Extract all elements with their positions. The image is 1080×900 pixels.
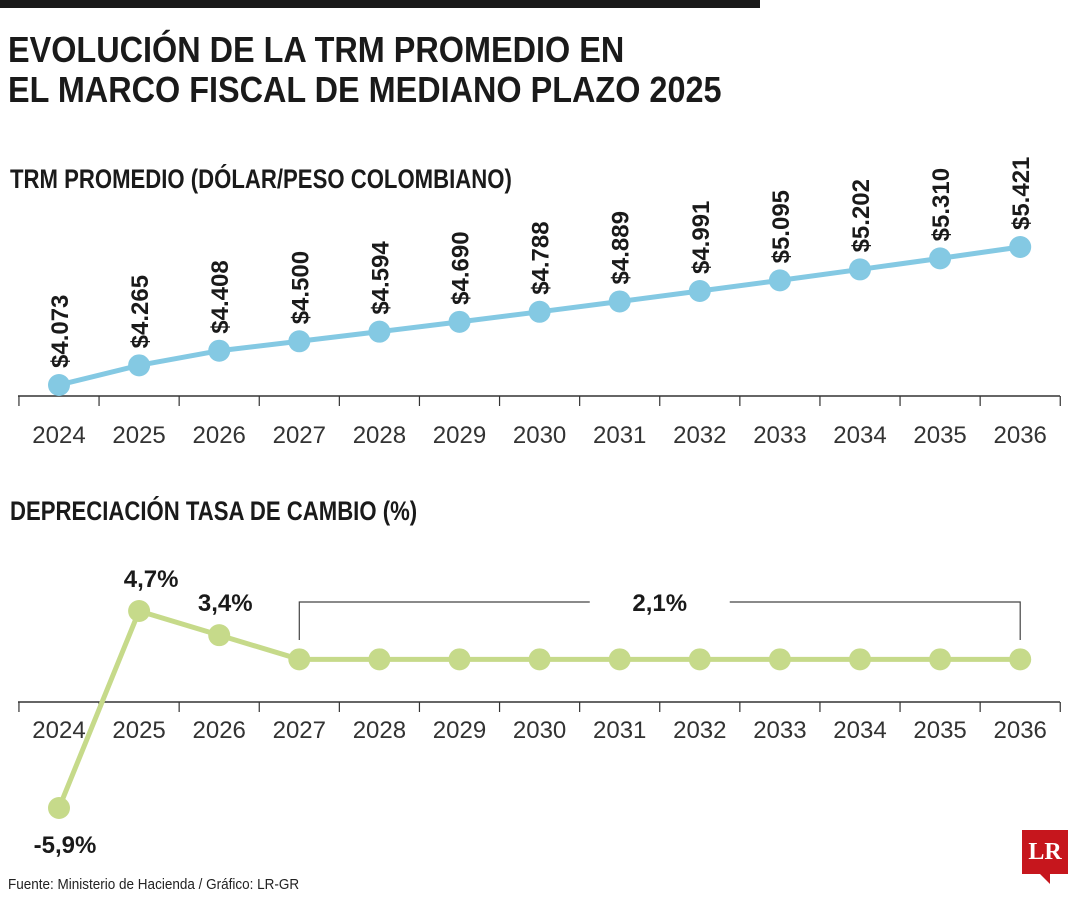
lr-logo: LR [1022,830,1068,884]
trm-data-label: $4.889 [608,211,635,284]
trm-data-point [1009,236,1032,258]
trm-x-tick-label: 2029 [433,422,486,449]
trm-data-point [208,339,231,362]
dep-data-point [448,648,471,671]
trm-data-point [768,269,791,292]
dep-x-tick-label: 2025 [112,717,165,744]
dep-x-tick-label: 2033 [753,717,806,744]
trm-chart: 2024 2025 2026 2027 2028 2029 2030 2031 2032 2033… [18,157,1061,449]
trm-x-tick-label: 2025 [112,422,165,449]
trm-data-point [528,300,551,323]
dep-x-tick-label: 2026 [193,717,246,744]
trm-chart-title: TRM PROMEDIO (DÓLAR/PESO COLOMBIANO) [10,164,512,194]
trm-data-point [48,374,70,396]
top-rule [0,0,760,8]
dep-data-point [128,600,151,622]
dep-x-tick-label: 2034 [833,717,886,744]
trm-data-label: $5.095 [768,190,795,263]
trm-data-point [688,280,711,303]
dep-bracket-label: 2,1% [632,590,687,617]
source-note: Fuente: Ministerio de Hacienda / Gráfico… [8,876,300,893]
trm-data-label: $5.310 [928,168,955,241]
trm-x-tick-label: 2026 [193,422,246,449]
dep-data-label: 3,4% [198,590,253,617]
trm-data-label: $5.202 [848,179,875,252]
dep-data-point [929,648,952,671]
dep-data-point [528,648,551,671]
trm-data-label: $4.073 [47,295,74,368]
dep-x-tick-label: 2031 [593,717,646,744]
trm-x-tick-label: 2024 [32,422,85,449]
dep-data-point [688,648,711,671]
dep-data-point [288,648,311,671]
dep-data-point [849,648,871,671]
trm-data-point [128,354,151,377]
page-title: EVOLUCIÓN DE LA TRM PROMEDIO EN EL MARCO… [8,30,722,110]
trm-data-label: $4.788 [528,221,555,294]
trm-data-point [448,310,471,333]
dep-data-point [768,648,791,671]
trm-x-tick-label: 2031 [593,422,646,449]
dep-x-tick-label: 2030 [513,717,566,744]
dep-x-tick-label: 2029 [433,717,486,744]
trm-data-point [929,247,952,270]
trm-data-label: $5.421 [1008,157,1035,230]
trm-x-tick-label: 2027 [273,422,326,449]
dep-data-point [1009,648,1032,671]
dep-data-point [208,624,231,647]
dep-x-tick-label: 2027 [273,717,326,744]
trm-x-tick-label: 2030 [513,422,566,449]
dep-data-point [368,648,391,671]
dep-data-label: -5,9% [34,832,97,859]
trm-x-tick-label: 2035 [913,422,966,449]
dep-data-point [48,797,70,819]
trm-data-label: $4.408 [207,260,234,333]
dep-x-tick-label: 2032 [673,717,726,744]
dep-x-tick-label: 2028 [353,717,406,744]
dep-x-tick-label: 2035 [913,717,966,744]
trm-x-tick-label: 2028 [353,422,406,449]
dep-data-point [608,648,631,671]
trm-data-label: $4.265 [127,275,154,348]
trm-data-point [288,330,311,353]
dep-x-tick-label: 2024 [32,717,85,744]
trm-x-tick-label: 2036 [994,422,1047,449]
dep-series-line [56,608,1021,809]
trm-x-tick-label: 2034 [833,422,886,449]
trm-data-label: $4.594 [367,241,394,315]
trm-data-label: $4.991 [688,201,715,274]
trm-x-tick-label: 2032 [673,422,726,449]
dep-bracket [298,601,1021,640]
dep-x-tick-label: 2036 [994,717,1047,744]
trm-data-point [608,290,631,313]
trm-data-point [849,258,871,281]
trm-data-label: $4.690 [448,231,475,304]
depreciation-chart-title: DEPRECIACIÓN TASA DE CAMBIO (%) [10,496,418,526]
trm-data-label: $4.500 [287,251,314,324]
title-line-2: EL MARCO FISCAL DE MEDIANO PLAZO 2025 [8,69,722,110]
trm-data-point [368,320,391,343]
dep-data-label: 4,7% [124,566,179,593]
depreciation-chart: 2024 2025 2026 2027 2028 2029 2030 2031 2032 2033… [18,566,1061,859]
title-line-1: EVOLUCIÓN DE LA TRM PROMEDIO EN [8,29,625,70]
trm-x-tick-label: 2033 [753,422,806,449]
